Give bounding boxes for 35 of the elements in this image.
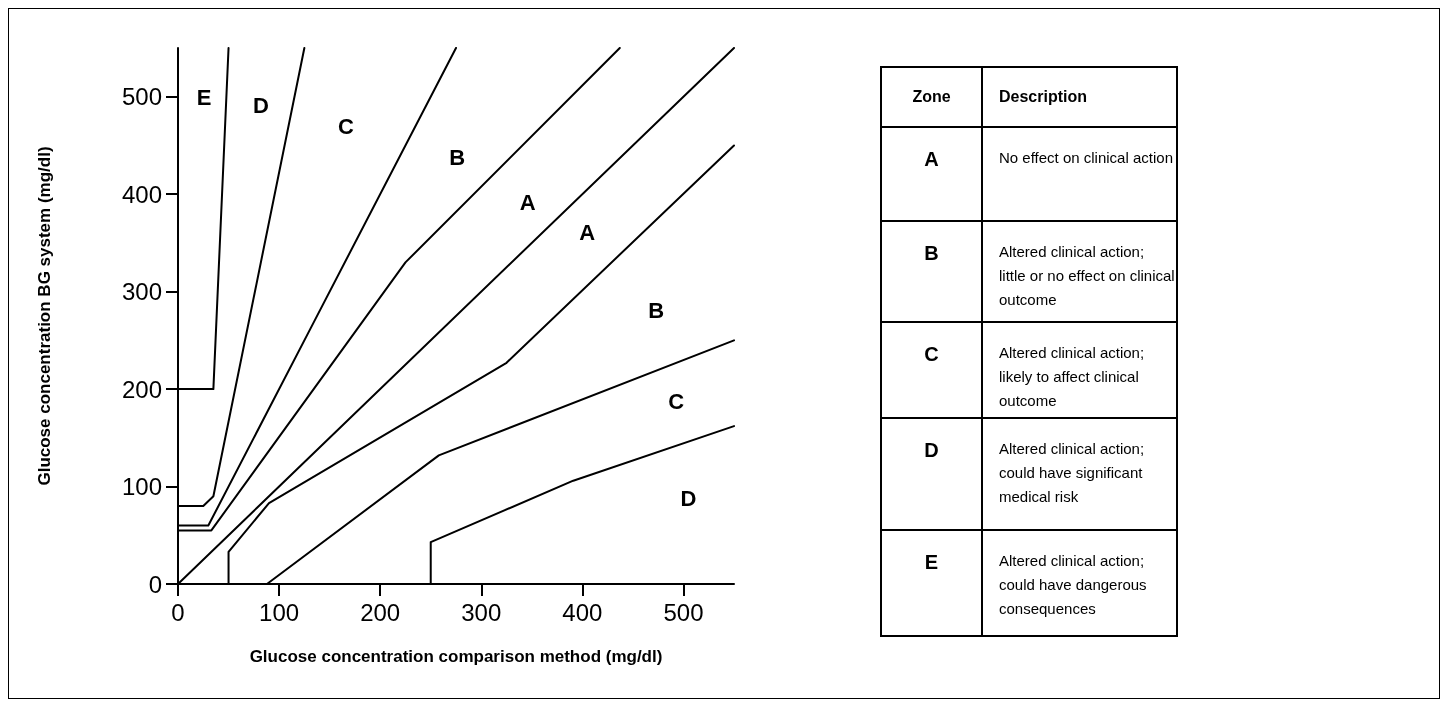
category-label: D [882, 419, 983, 531]
y-tick-label: 400 [121, 180, 162, 208]
annotation: B [449, 145, 466, 171]
x-tick-label: 0 [171, 598, 185, 626]
annotation: A [579, 220, 596, 246]
text: Description [983, 68, 1176, 128]
text: Altered clinical action; could have significant medical risk [983, 419, 1176, 531]
y-tick-label: 0 [148, 570, 162, 598]
y-tick-label: 500 [121, 83, 162, 111]
annotation: C [337, 114, 354, 140]
category-label: A [882, 128, 983, 222]
text: Altered clinical action; little or no effect on clinical outcome [983, 222, 1176, 323]
text: Altered clinical action; likely to affect clinical outcome [983, 323, 1176, 419]
text: No effect on clinical action [983, 128, 1176, 222]
annotation: C [668, 389, 685, 415]
x-tick-label: 500 [663, 598, 704, 626]
y-tick-label: 200 [121, 375, 162, 403]
x-tick-label: 400 [562, 598, 603, 626]
y-axis-title: Glucose concentration BG system (mg/dl) [35, 146, 54, 486]
y-tick-label: 300 [121, 278, 162, 306]
annotation: D [680, 485, 697, 511]
x-tick-label: 300 [461, 598, 502, 626]
x-tick-label: 200 [360, 598, 401, 626]
y-tick-label: 100 [121, 473, 162, 501]
x-tick-label: 100 [259, 598, 300, 626]
category-label: C [882, 323, 983, 419]
text: Altered clinical action; could have dangerous consequences [998, 551, 1148, 619]
annotation: D [252, 92, 269, 118]
annotation: E [196, 85, 212, 111]
annotation: A [519, 190, 536, 216]
text: Zone [882, 68, 983, 128]
annotation: B [648, 298, 665, 324]
category-label: B [882, 222, 983, 323]
category-label: E [882, 531, 983, 635]
x-axis-title: Glucose concentration comparison method (mg/dl) [249, 647, 663, 666]
